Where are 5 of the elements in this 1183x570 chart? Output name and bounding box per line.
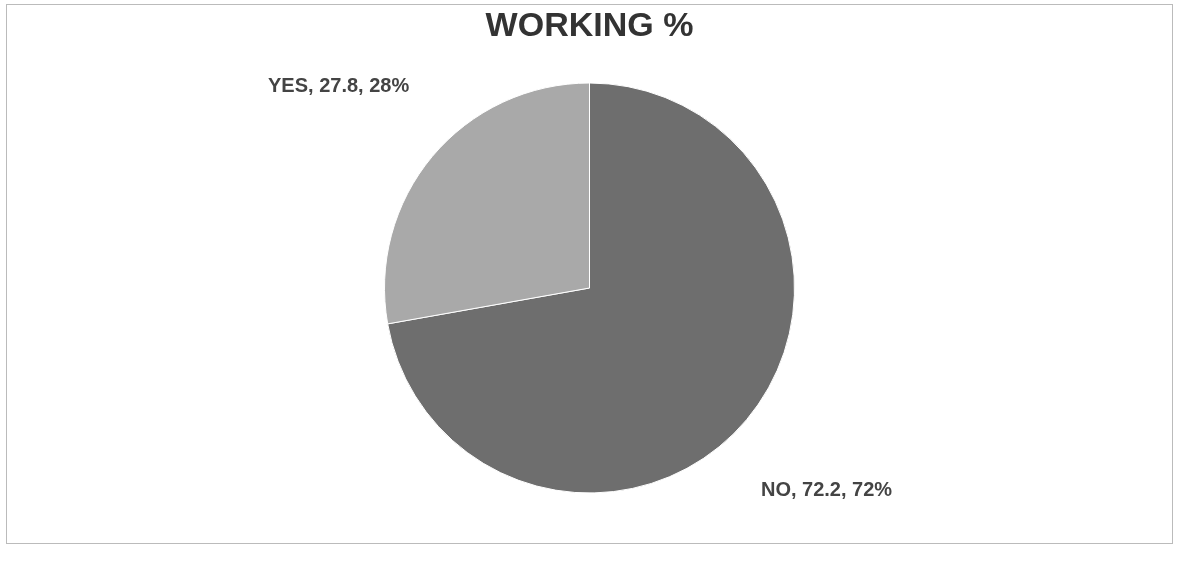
chart-title: WORKING % bbox=[485, 5, 694, 43]
data-label: , 27.8, 28% bbox=[308, 73, 410, 96]
data-label: , 72.2, 72% bbox=[790, 478, 893, 501]
slice-label: NO bbox=[760, 478, 791, 501]
slice-label: YES bbox=[268, 73, 309, 96]
